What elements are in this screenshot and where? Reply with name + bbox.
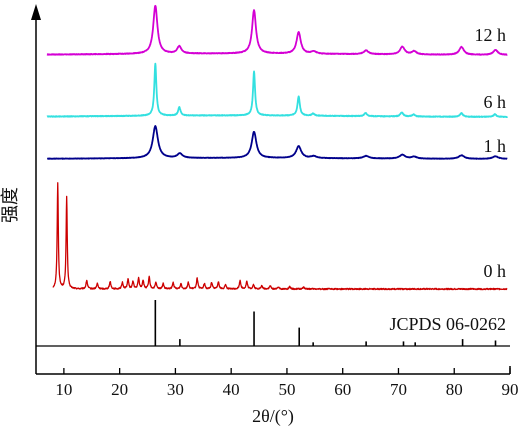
x-tick-label: 50 xyxy=(278,380,295,399)
y-axis-title: 强度 xyxy=(0,187,20,223)
series-label: 0 h xyxy=(484,261,507,281)
x-axis-ticks: 10 20 30 40 50 60 70 80 90 xyxy=(55,368,519,399)
series-line-6h xyxy=(46,62,509,119)
series-line-0h xyxy=(52,182,508,291)
reference-pattern: JCPDS 06-0262 xyxy=(154,300,506,346)
series-group xyxy=(46,4,509,291)
series-label: 12 h xyxy=(475,25,507,45)
series-label: 1 h xyxy=(484,136,507,156)
y-axis-arrow xyxy=(31,4,41,20)
x-tick-label: 20 xyxy=(111,380,128,399)
x-tick-label: 40 xyxy=(223,380,240,399)
x-axis-title: 2θ/(°) xyxy=(252,406,294,427)
series-line-1h xyxy=(46,125,508,160)
x-tick-label: 30 xyxy=(167,380,184,399)
series-line-12h xyxy=(46,4,508,56)
x-tick-label: 70 xyxy=(390,380,407,399)
series-labels: 0 h 1 h 6 h 12 h xyxy=(475,25,507,281)
x-tick-label: 90 xyxy=(502,380,519,399)
series-label: 6 h xyxy=(484,92,507,112)
x-tick-label: 10 xyxy=(55,380,72,399)
reference-label: JCPDS 06-0262 xyxy=(389,314,506,334)
x-tick-label: 80 xyxy=(446,380,463,399)
plot-frame xyxy=(31,4,511,375)
x-tick-label: 60 xyxy=(334,380,351,399)
